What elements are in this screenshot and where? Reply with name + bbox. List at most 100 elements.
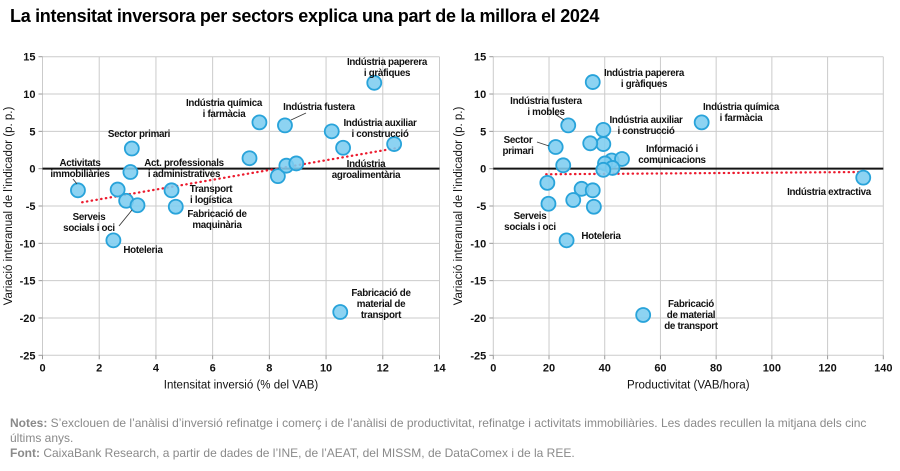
y-tick-label: 5 bbox=[29, 126, 35, 138]
point-label: Hoteleria bbox=[581, 231, 621, 242]
data-point bbox=[251, 114, 268, 131]
y-tick-label: -25 bbox=[20, 350, 36, 362]
y-tick-label: 0 bbox=[29, 164, 35, 176]
point-label: Activitats immobiliàries bbox=[50, 158, 110, 180]
y-tick-label: 15 bbox=[23, 52, 35, 64]
data-point bbox=[386, 136, 403, 152]
leader-line bbox=[536, 141, 550, 147]
data-point bbox=[539, 174, 556, 191]
data-point bbox=[585, 198, 602, 215]
notes-label: Notes: bbox=[10, 416, 48, 430]
y-tick-label: -15 bbox=[20, 276, 36, 288]
point-label: Indústria auxiliar i construcció bbox=[610, 115, 683, 137]
data-point bbox=[70, 182, 86, 199]
leader-line bbox=[72, 178, 78, 185]
point-label: Indústria auxiliar i construcció bbox=[344, 118, 417, 140]
data-point bbox=[122, 164, 139, 180]
x-tick-label: 0 bbox=[39, 362, 45, 374]
y-tick-label: -25 bbox=[470, 350, 486, 362]
point-label: Indústria química i farmàcia bbox=[186, 98, 263, 120]
notes-text: S’exclouen de l’anàlisi d’inversió refin… bbox=[10, 416, 867, 445]
productivity-scatter-chart: Indústria paperera i gràfiques Indústria f… bbox=[453, 52, 892, 392]
trend-line bbox=[545, 170, 861, 176]
data-point bbox=[163, 182, 180, 199]
data-point bbox=[123, 140, 140, 157]
leader-line bbox=[290, 112, 307, 121]
data-point bbox=[288, 155, 305, 172]
data-point bbox=[241, 150, 258, 167]
notes-line: Notes: S’exclouen de l’anàlisi d’inversi… bbox=[10, 416, 892, 446]
investment-scatter-chart: Indústria paperera i gràfiques Indústria q… bbox=[3, 52, 446, 392]
x-tick-label: 14 bbox=[433, 362, 446, 374]
y-tick-label: -10 bbox=[20, 238, 36, 250]
y-axis-title: Variació interanual de l’indicador (p. p… bbox=[3, 107, 15, 306]
data-point bbox=[560, 117, 577, 134]
point-label: Sector primari bbox=[502, 135, 534, 157]
data-point bbox=[584, 182, 601, 199]
x-tick-label: 100 bbox=[763, 362, 781, 374]
y-tick-label: 5 bbox=[480, 126, 486, 138]
y-tick-label: 15 bbox=[474, 52, 486, 64]
x-axis-title: Productivitat (VAB/hora) bbox=[627, 379, 750, 391]
point-label: Indústria paperera i gràfiques bbox=[604, 68, 685, 90]
x-tick-label: 6 bbox=[210, 362, 216, 374]
x-tick-label: 140 bbox=[874, 362, 892, 374]
leader-line bbox=[554, 113, 565, 121]
point-label: Fabricació de maquinària bbox=[187, 209, 247, 231]
footnotes: Notes: S’exclouen de l’anàlisi d’inversi… bbox=[10, 416, 892, 461]
data-point bbox=[555, 157, 572, 174]
data-point bbox=[584, 74, 601, 90]
data-point bbox=[595, 121, 612, 138]
point-label: Fabricació de material de transport bbox=[664, 299, 719, 332]
data-point bbox=[129, 197, 146, 214]
point-label: Indústria química i farmàcia bbox=[703, 102, 780, 124]
data-point bbox=[558, 232, 575, 249]
point-label: Fabricació de material de transport bbox=[351, 288, 411, 321]
point-label: Informació i comunicacions bbox=[638, 144, 706, 166]
data-point bbox=[693, 114, 710, 131]
x-tick-label: 10 bbox=[320, 362, 332, 374]
data-point bbox=[614, 151, 630, 167]
x-tick-label: 0 bbox=[490, 362, 496, 374]
y-tick-label: -20 bbox=[20, 313, 36, 325]
y-tick-label: -10 bbox=[470, 238, 486, 250]
point-label: Indústria paperera i gràfiques bbox=[347, 57, 428, 79]
y-tick-label: -20 bbox=[470, 313, 486, 325]
data-point bbox=[277, 117, 293, 134]
data-point bbox=[335, 139, 351, 156]
source-line: Font: CaixaBank Research, a partir de da… bbox=[10, 446, 892, 461]
data-point bbox=[565, 192, 582, 208]
y-tick-label: 10 bbox=[23, 89, 35, 101]
point-label: Indústria fustera i mobles bbox=[510, 96, 583, 118]
y-tick-label: -5 bbox=[477, 201, 487, 213]
point-label: Transport i logística bbox=[190, 184, 234, 206]
x-tick-label: 8 bbox=[266, 362, 272, 374]
font-text: CaixaBank Research, a partir de dades de… bbox=[39, 446, 575, 460]
point-label: Sector primari bbox=[108, 129, 171, 140]
point-label: Hoteleria bbox=[123, 245, 163, 256]
x-tick-label: 2 bbox=[96, 362, 102, 374]
x-tick-label: 60 bbox=[654, 362, 666, 374]
data-point bbox=[269, 168, 286, 185]
x-tick-label: 80 bbox=[710, 362, 722, 374]
x-tick-label: 4 bbox=[153, 362, 160, 374]
data-point bbox=[855, 169, 872, 186]
x-tick-label: 120 bbox=[818, 362, 836, 374]
point-label: Act. professionals i administratives bbox=[144, 158, 224, 180]
data-point bbox=[635, 307, 652, 323]
data-point bbox=[332, 304, 349, 320]
y-tick-label: 10 bbox=[474, 89, 486, 101]
data-point bbox=[595, 161, 612, 178]
y-tick-label: 0 bbox=[480, 164, 486, 176]
data-point bbox=[105, 232, 122, 249]
data-point bbox=[167, 198, 184, 215]
data-point bbox=[595, 136, 612, 152]
point-label: Indústria fustera bbox=[283, 102, 356, 113]
x-tick-label: 12 bbox=[377, 362, 389, 374]
y-axis-title: Variació interanual de l’indicador (p. p… bbox=[453, 107, 465, 306]
x-tick-label: 40 bbox=[599, 362, 611, 374]
y-tick-label: -5 bbox=[26, 201, 36, 213]
point-label: Indústria extractiva bbox=[787, 187, 872, 198]
data-point bbox=[109, 181, 126, 198]
data-point bbox=[540, 195, 557, 212]
